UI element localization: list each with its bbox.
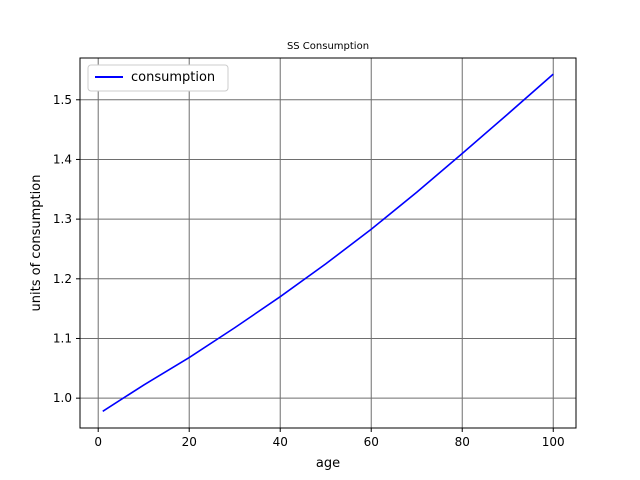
- x-tick-label: 60: [364, 435, 379, 449]
- legend-box: [87, 64, 229, 92]
- x-axis-label: age: [316, 456, 340, 471]
- plot-frame: [79, 57, 577, 429]
- y-axis-label: units of consumption: [29, 175, 44, 312]
- y-tick-label: 1.2: [53, 272, 72, 286]
- x-tick-label: 40: [273, 435, 288, 449]
- y-tick-label: 1.4: [53, 152, 72, 166]
- grid: [80, 58, 576, 428]
- series-line-consumption: [102, 73, 554, 412]
- chart-title: SS Consumption: [287, 41, 369, 52]
- y-tick-label: 1.5: [53, 93, 72, 107]
- y-tick-label: 1.1: [53, 331, 72, 345]
- x-tick-label: 80: [455, 435, 470, 449]
- series-layer: [102, 73, 554, 412]
- x-tick-label: 0: [94, 435, 102, 449]
- legend-label-consumption: consumption: [131, 70, 215, 85]
- legend: consumption: [87, 64, 229, 92]
- y-tick-label: 1.3: [53, 212, 72, 226]
- ticks: 0 20 40 60 80 100 1.0 1.1 1.2 1.3 1.4 1.5: [53, 93, 565, 449]
- x-tick-label: 100: [542, 435, 565, 449]
- y-tick-label: 1.0: [53, 391, 72, 405]
- x-tick-label: 20: [182, 435, 197, 449]
